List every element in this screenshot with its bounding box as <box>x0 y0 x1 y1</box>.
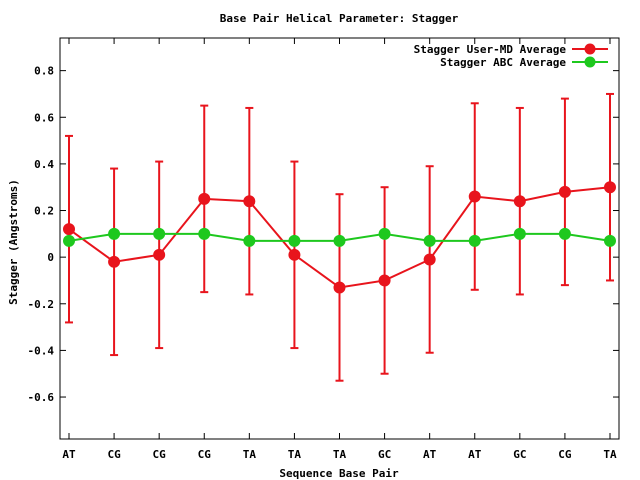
user-md-series-point <box>558 185 571 198</box>
series-layer <box>63 92 616 382</box>
x-tick-label: CG <box>107 448 121 461</box>
x-tick-label: TA <box>288 448 302 461</box>
y-tick-label: 0 <box>47 251 54 264</box>
x-tick-label: TA <box>603 448 617 461</box>
y-tick-label: 0.2 <box>34 205 54 218</box>
abc-series-point <box>108 227 121 240</box>
legend-label: Stagger User-MD Average <box>414 43 567 56</box>
user-md-series-point <box>198 192 211 205</box>
abc-series-point <box>423 234 436 247</box>
abc-series-point <box>378 227 391 240</box>
abc-series-point <box>243 234 256 247</box>
x-tick-label: AT <box>468 448 482 461</box>
chart-title: Base Pair Helical Parameter: Stagger <box>220 12 459 25</box>
y-tick-label: -0.6 <box>28 391 55 404</box>
user-md-series-point <box>378 274 391 287</box>
legend-label: Stagger ABC Average <box>440 56 566 69</box>
legend-marker <box>584 56 596 68</box>
y-tick-label: -0.2 <box>28 298 55 311</box>
abc-series-point <box>604 234 616 247</box>
y-tick-label: 0.4 <box>34 158 54 171</box>
abc-series-point <box>198 227 211 240</box>
x-tick-label: CG <box>198 448 212 461</box>
x-tick-label: CG <box>153 448 167 461</box>
x-tick-label: TA <box>243 448 257 461</box>
x-tick-label: GC <box>513 448 526 461</box>
y-tick-label: -0.4 <box>28 344 55 357</box>
y-tick-label: 0.8 <box>34 65 54 78</box>
user-md-series-point <box>333 281 346 294</box>
x-axis-label: Sequence Base Pair <box>279 467 399 480</box>
abc-series-point <box>63 234 75 247</box>
abc-series-point <box>468 234 481 247</box>
user-md-series-point <box>108 255 121 268</box>
x-tick-label: AT <box>62 448 76 461</box>
axis-ticks: -0.6 -0.4 -0.2 0 0.2 0.4 0.6 0.8 AT CG CG CG TA TA TA G… <box>28 38 619 461</box>
user-md-series-point <box>468 190 481 203</box>
x-tick-label: CG <box>558 448 572 461</box>
abc-series-point <box>153 227 166 240</box>
user-md-series-point <box>513 195 526 208</box>
y-tick-label: 0.6 <box>34 111 54 124</box>
user-md-series-point <box>423 253 436 266</box>
user-md-series-point <box>288 248 301 261</box>
abc-series-point <box>558 227 571 240</box>
abc-series-point <box>288 234 301 247</box>
user-md-series-point <box>63 223 75 236</box>
x-tick-label: GC <box>378 448 391 461</box>
abc-series-point <box>513 227 526 240</box>
user-md-series-point <box>243 195 256 208</box>
abc-series-point <box>333 234 346 247</box>
user-md-series-point <box>153 248 166 261</box>
x-tick-label: AT <box>423 448 437 461</box>
y-axis-label: Stagger (Angstroms) <box>7 179 20 305</box>
x-tick-label: TA <box>333 448 347 461</box>
user-md-series-point <box>604 181 616 194</box>
legend-marker <box>584 43 596 55</box>
